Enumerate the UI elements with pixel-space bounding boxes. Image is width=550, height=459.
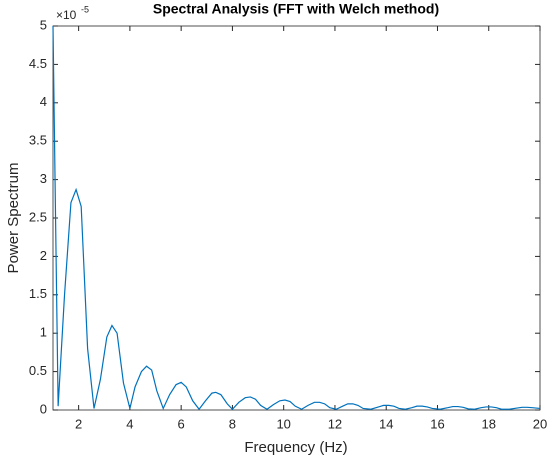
- x-tick-label: 4: [126, 416, 133, 431]
- y-tick-label: 4: [40, 94, 47, 109]
- y-tick-label: 0.5: [29, 363, 47, 378]
- x-tick-label: 10: [276, 416, 290, 431]
- y-multiplier: ×10: [56, 8, 77, 22]
- x-tick-label: 2: [75, 416, 82, 431]
- x-tick-label: 18: [482, 416, 496, 431]
- chart-title: Spectral Analysis (FFT with Welch method…: [153, 1, 439, 17]
- x-tick-label: 8: [229, 416, 236, 431]
- x-tick-label: 16: [430, 416, 444, 431]
- x-tick-label: 20: [533, 416, 547, 431]
- x-tick-label: 6: [178, 416, 185, 431]
- y-tick-label: 0: [40, 401, 47, 416]
- y-tick-label: 2: [40, 248, 47, 263]
- x-axis-label: Frequency (Hz): [244, 439, 347, 456]
- x-tick-label: 12: [328, 416, 342, 431]
- y-tick-label: 2.5: [29, 209, 47, 224]
- y-tick-label: 3: [40, 171, 47, 186]
- y-multiplier-exponent: -5: [81, 4, 89, 14]
- y-axis-label: Power Spectrum: [5, 163, 22, 274]
- y-tick-label: 1: [40, 325, 47, 340]
- series-line: [52, 25, 541, 411]
- x-tick-label: 14: [379, 416, 393, 431]
- y-tick-label: 3.5: [29, 133, 47, 148]
- y-tick-label: 4.5: [29, 56, 47, 71]
- y-tick-label: 5: [40, 17, 47, 32]
- y-tick-label: 1.5: [29, 286, 47, 301]
- plot-area: [52, 25, 541, 411]
